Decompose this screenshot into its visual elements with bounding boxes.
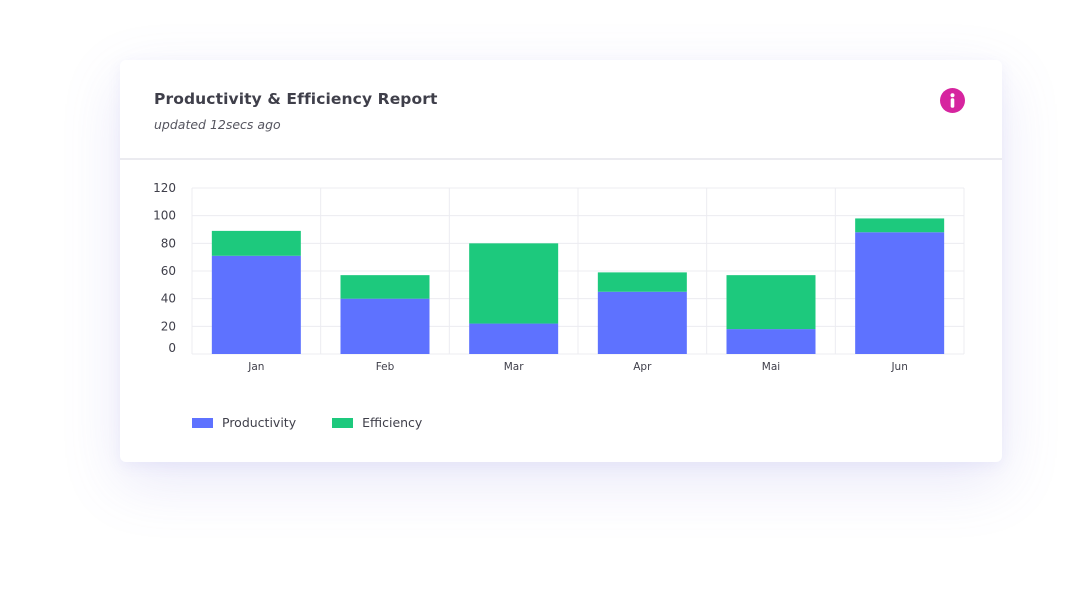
x-tick-label: Jan [247,361,264,373]
report-card: Productivity & Efficiency Report updated… [120,60,1002,462]
legend-label: Productivity [222,415,297,430]
x-tick-label: Mai [762,361,780,373]
y-tick-label: 40 [161,292,176,306]
y-tick-label: 100 [153,209,176,223]
bar-productivity-jun [855,232,945,354]
x-tick-label: Feb [376,361,395,373]
report-title: Productivity & Efficiency Report [154,90,438,108]
legend-item-efficiency[interactable]: Efficiency [332,415,422,430]
card-header: Productivity & Efficiency Report updated… [120,60,1002,160]
x-tick-label: Mar [504,361,524,373]
legend-swatch [332,417,354,428]
y-tick-label: 20 [161,319,176,333]
info-icon[interactable] [940,88,965,113]
bar-efficiency-mai [726,275,816,330]
updated-timestamp: updated 12secs ago [154,117,281,132]
x-tick-label: Apr [633,361,652,373]
bar-efficiency-feb [340,275,430,299]
legend-swatch [192,417,213,428]
bar-efficiency-apr [597,272,687,292]
bar-productivity-feb [340,298,430,354]
y-tick-label: 0 [168,341,176,355]
chart-legend: Productivity Efficiency [192,415,458,430]
y-tick-label: 80 [161,236,176,250]
legend-item-productivity[interactable]: Productivity [192,415,296,430]
bar-efficiency-jun [855,218,945,233]
bar-productivity-apr [597,291,687,354]
bar-efficiency-mar [469,243,559,324]
legend-label: Efficiency [362,415,423,430]
x-tick-label: Jun [890,361,907,373]
bar-efficiency-jan [211,230,301,256]
bar-productivity-mar [469,323,559,354]
y-tick-label: 60 [161,264,176,278]
stacked-bar-chart: 0 20 40 60 80 100 120 Jan Feb Mar Apr Mai Jun [153,181,965,373]
bar-productivity-mai [726,329,816,354]
bar-productivity-jan [211,255,301,354]
y-tick-label: 120 [153,181,176,195]
